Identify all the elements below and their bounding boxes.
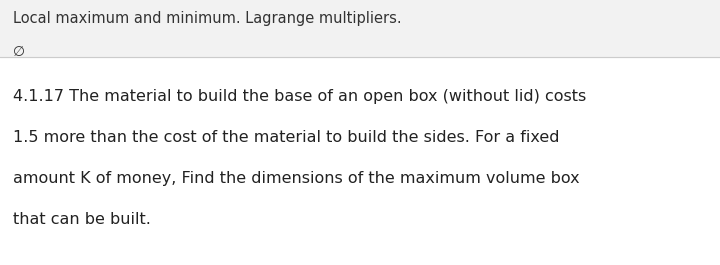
Text: 1.5 more than the cost of the material to build the sides. For a fixed: 1.5 more than the cost of the material t… xyxy=(13,130,559,145)
Text: ∅: ∅ xyxy=(13,45,25,59)
Text: that can be built.: that can be built. xyxy=(13,212,150,227)
Text: Local maximum and minimum. Lagrange multipliers.: Local maximum and minimum. Lagrange mult… xyxy=(13,11,402,26)
Text: amount K of money, Find the dimensions of the maximum volume box: amount K of money, Find the dimensions o… xyxy=(13,171,580,186)
Bar xyxy=(0,0,720,57)
Text: 4.1.17 The material to build the base of an open box (without lid) costs: 4.1.17 The material to build the base of… xyxy=(13,89,586,104)
